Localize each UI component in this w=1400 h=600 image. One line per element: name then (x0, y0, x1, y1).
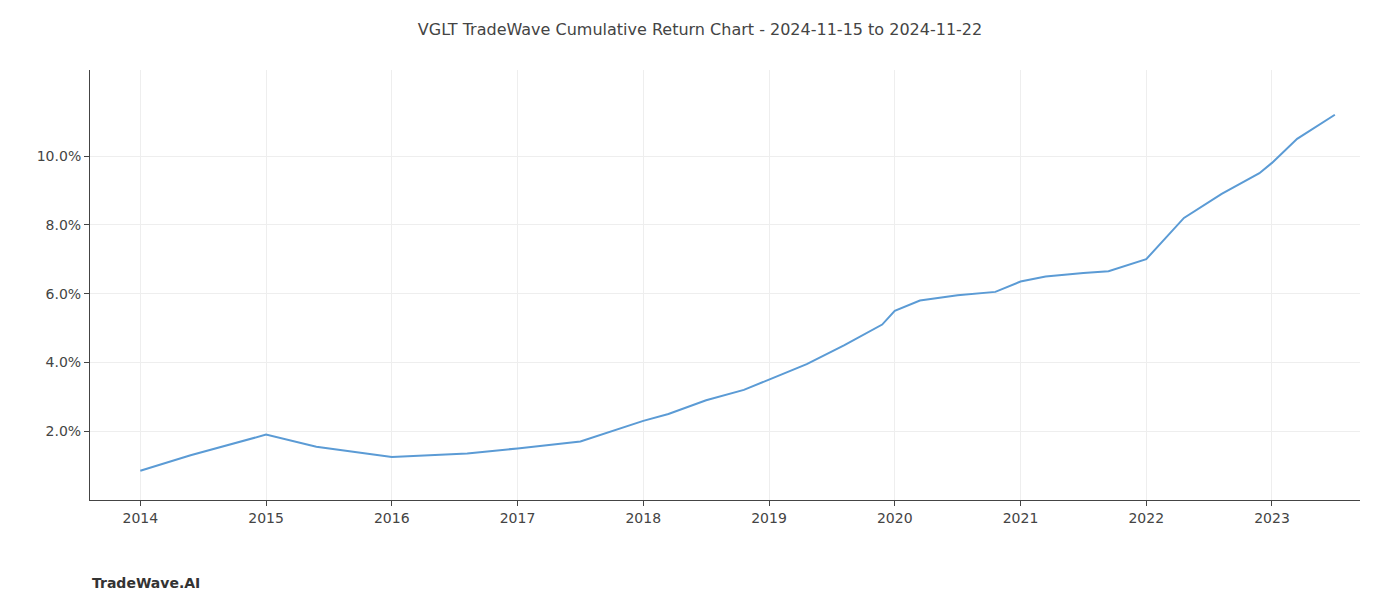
svg-text:2018: 2018 (625, 510, 661, 526)
svg-text:2021: 2021 (1003, 510, 1039, 526)
svg-text:2023: 2023 (1254, 510, 1290, 526)
svg-text:2016: 2016 (374, 510, 410, 526)
svg-text:4.0%: 4.0% (46, 354, 82, 370)
svg-text:2.0%: 2.0% (46, 423, 82, 439)
svg-text:2015: 2015 (248, 510, 284, 526)
svg-text:VGLT TradeWave Cumulative Retu: VGLT TradeWave Cumulative Return Chart -… (418, 20, 982, 39)
svg-text:2019: 2019 (751, 510, 787, 526)
svg-text:TradeWave.AI: TradeWave.AI (92, 575, 200, 591)
svg-text:2017: 2017 (500, 510, 536, 526)
svg-text:8.0%: 8.0% (46, 217, 82, 233)
svg-text:6.0%: 6.0% (46, 286, 82, 302)
svg-text:2022: 2022 (1128, 510, 1164, 526)
svg-text:2020: 2020 (877, 510, 913, 526)
svg-text:10.0%: 10.0% (37, 148, 81, 164)
svg-text:2014: 2014 (122, 510, 158, 526)
